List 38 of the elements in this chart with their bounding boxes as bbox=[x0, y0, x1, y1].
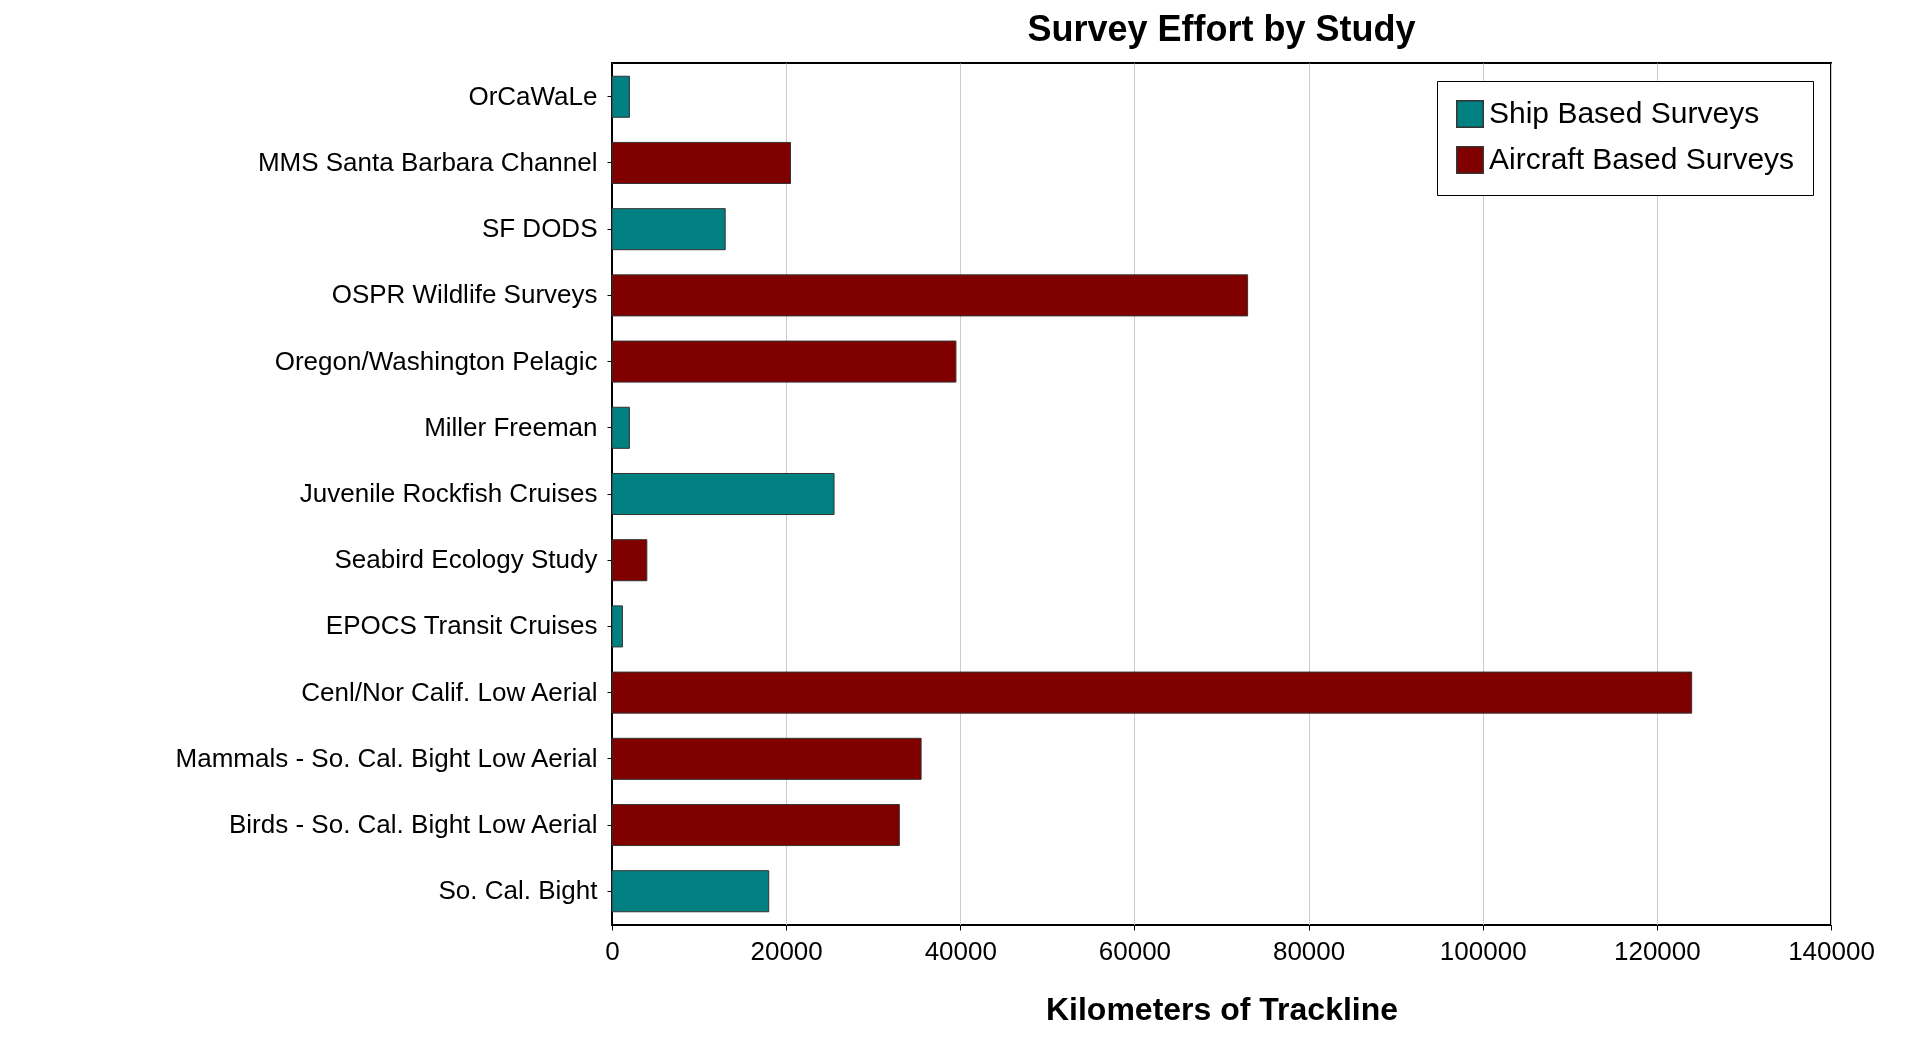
x-tick-label: 0 bbox=[605, 935, 620, 966]
bar bbox=[611, 406, 630, 449]
bar bbox=[611, 340, 957, 383]
x-tick-label: 80000 bbox=[1272, 935, 1346, 966]
bar bbox=[611, 539, 648, 582]
bar bbox=[611, 737, 922, 780]
x-tick-label: 100000 bbox=[1439, 935, 1527, 966]
x-tick-label: 40000 bbox=[924, 935, 997, 966]
x-tick-label: 140000 bbox=[1788, 935, 1875, 966]
x-tick-label: 20000 bbox=[750, 935, 823, 966]
bar bbox=[611, 870, 770, 913]
bar bbox=[611, 208, 726, 251]
bar bbox=[611, 804, 900, 847]
chart-title: Survey Effort by Study bbox=[1027, 8, 1416, 49]
y-tick-label: OSPR Wildlife Surveys bbox=[331, 279, 598, 310]
y-tick-label: MMS Santa Barbara Channel bbox=[257, 146, 598, 177]
y-tick-label: Juvenile Rockfish Cruises bbox=[299, 478, 598, 508]
x-tick-label: 120000 bbox=[1613, 935, 1701, 966]
legend-label: Ship Based Surveys bbox=[1489, 96, 1760, 129]
y-tick-label: SF DODS bbox=[481, 213, 598, 244]
legend-label: Aircraft Based Surveys bbox=[1489, 142, 1795, 175]
bar bbox=[611, 274, 1249, 317]
y-tick-label: Miller Freeman bbox=[424, 411, 598, 442]
bar bbox=[611, 75, 630, 118]
y-tick-label: Seabird Ecology Study bbox=[334, 544, 598, 575]
bar bbox=[611, 671, 1693, 714]
y-tick-label: Oregon/Washington Pelagic bbox=[274, 345, 598, 376]
x-axis-title: Kilometers of Trackline bbox=[1045, 990, 1399, 1027]
x-tick-label: 60000 bbox=[1098, 935, 1172, 966]
y-tick-label: OrCaWaLe bbox=[468, 80, 598, 111]
bar bbox=[611, 472, 835, 516]
y-tick-label: EPOCS Transit Cruises bbox=[325, 610, 598, 641]
y-tick-label: Birds - So. Cal. Bight Low Aerial bbox=[229, 809, 598, 840]
y-tick-label: So. Cal. Bight bbox=[438, 875, 599, 906]
y-tick-label: Cenl/Nor Calif. Low Aerial bbox=[301, 676, 598, 707]
bar bbox=[611, 605, 623, 648]
y-tick-label: Mammals - So. Cal. Bight Low Aerial bbox=[175, 742, 598, 773]
bar bbox=[611, 141, 791, 184]
